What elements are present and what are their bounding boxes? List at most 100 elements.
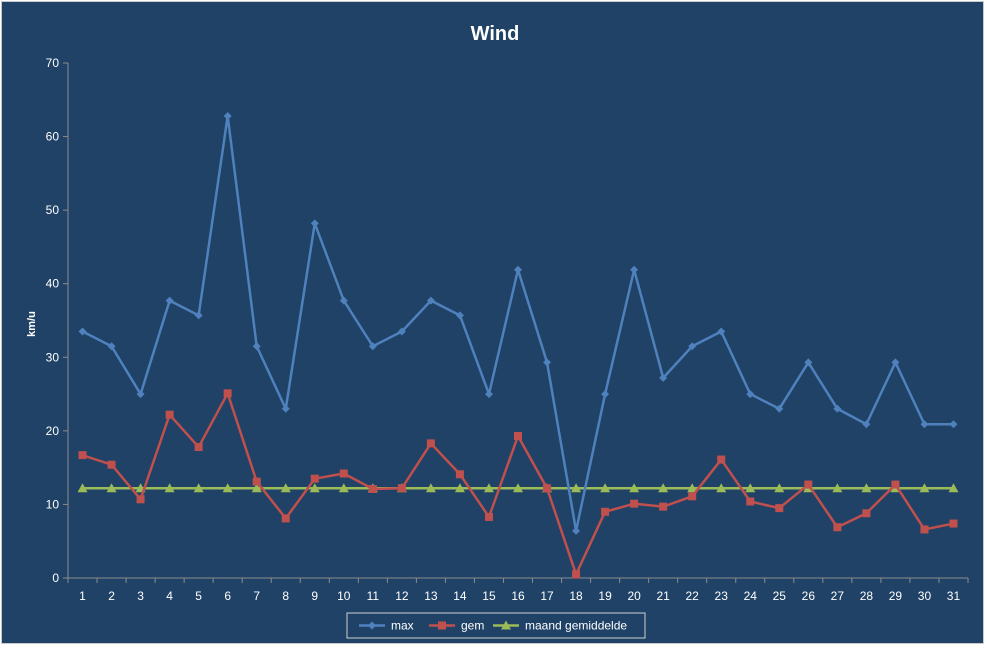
series-layer — [77, 111, 959, 579]
series-max-point — [165, 296, 174, 305]
series-gem-point — [717, 455, 726, 464]
series-max-point — [659, 373, 668, 382]
series-gem-point — [746, 497, 755, 506]
series-maand-gemiddelde-point — [600, 483, 611, 493]
series-gem-point — [543, 484, 552, 493]
series-maand-gemiddelde-point — [629, 483, 640, 493]
series-max-point — [339, 296, 348, 305]
series-maand-gemiddelde-point — [483, 483, 494, 493]
series-max-point — [223, 111, 232, 120]
legend-gem-point — [438, 621, 446, 630]
series-max-point — [194, 311, 203, 320]
x-tick-label: 11 — [367, 589, 380, 603]
x-tick-label: 26 — [802, 589, 816, 603]
series-maand-gemiddelde-point — [861, 483, 872, 493]
series-gem-point — [572, 570, 581, 579]
x-tick-label: 5 — [195, 589, 202, 603]
series-gem-point — [949, 519, 958, 528]
x-tick-label: 1 — [79, 589, 86, 603]
series-maand-gemiddelde-point — [687, 483, 698, 493]
series-maand-gemiddelde-point — [919, 483, 930, 493]
series-maand-gemiddelde-point — [716, 483, 727, 493]
series-gem-point — [891, 480, 900, 489]
series-gem-point — [688, 492, 697, 501]
series-max-point — [630, 265, 639, 274]
y-tick-label: 0 — [52, 571, 59, 585]
y-tick-label: 10 — [46, 497, 60, 511]
series-max-point — [804, 358, 813, 367]
series-maand-gemiddelde-point — [454, 483, 465, 493]
series-gem-point — [136, 495, 145, 504]
series-max-point — [397, 327, 406, 336]
x-tick-label: 23 — [715, 589, 729, 603]
series-max-point — [601, 390, 610, 399]
series-max-point — [252, 342, 261, 351]
series-maand-gemiddelde-point — [425, 483, 436, 493]
y-tick-label: 70 — [46, 56, 60, 70]
x-tick-label: 24 — [744, 589, 758, 603]
y-axis-label: km/u — [26, 311, 38, 337]
series-maand-gemiddelde-point — [77, 483, 88, 493]
series-max-point — [572, 526, 581, 535]
series-max-point — [310, 219, 319, 228]
legend-maand-gemiddelde-label: maand gemiddelde — [525, 619, 627, 633]
series-gem-point — [659, 502, 668, 511]
x-tick-label: 14 — [453, 589, 467, 603]
legend-gem-label: gem — [461, 619, 484, 633]
series-maand-gemiddelde-point — [832, 483, 843, 493]
x-tick-label: 15 — [482, 589, 496, 603]
x-tick-label: 9 — [311, 589, 318, 603]
series-max-point — [514, 265, 522, 274]
series-max-point — [833, 404, 842, 413]
series-gem-point — [426, 439, 435, 448]
series-gem-point — [310, 474, 319, 483]
x-tick-label: 8 — [282, 589, 289, 603]
series-gem-point — [78, 451, 87, 460]
x-tick-label: 12 — [395, 589, 409, 603]
y-tick-label: 50 — [46, 203, 60, 217]
series-gem-point — [252, 477, 261, 486]
y-tick-label: 40 — [46, 277, 60, 291]
x-tick-label: 2 — [108, 589, 115, 603]
series-maand-gemiddelde-point — [251, 483, 262, 493]
series-gem-point — [107, 460, 116, 469]
x-tick-label: 27 — [831, 589, 845, 603]
series-maand-gemiddelde-point — [193, 483, 204, 493]
x-tick-label: 10 — [337, 589, 351, 603]
series-max-point — [281, 404, 290, 413]
series-gem-point — [920, 525, 929, 534]
series-max-point — [862, 420, 871, 429]
series-max-point — [688, 342, 697, 351]
y-tick-label: 20 — [46, 424, 60, 438]
series-maand-gemiddelde-point — [164, 483, 175, 493]
series-max-point — [891, 358, 900, 367]
series-max-point — [543, 358, 552, 367]
series-gem — [78, 389, 958, 579]
series-maand-gemiddelde-point — [571, 483, 582, 493]
x-tick-label: 13 — [424, 589, 438, 603]
series-max-point — [136, 390, 145, 399]
series-max — [78, 111, 958, 535]
series-maand-gemiddelde-point — [106, 483, 117, 493]
series-gem-point — [368, 484, 377, 493]
series-max-point — [107, 342, 116, 351]
series-max-line — [81, 114, 954, 533]
x-tick-label: 31 — [947, 589, 961, 603]
x-tick-label: 4 — [166, 589, 173, 603]
series-maand-gemiddelde-point — [513, 483, 523, 493]
x-tick-label: 6 — [224, 589, 231, 603]
series-max-point — [455, 311, 464, 320]
series-gem-point — [223, 389, 232, 398]
series-maand-gemiddelde-point — [309, 483, 320, 493]
series-max-point — [920, 420, 929, 429]
legend-gem: gem — [429, 619, 484, 633]
series-maand-gemiddelde-point — [774, 483, 785, 493]
series-gem-point — [833, 523, 842, 532]
series-max-point — [368, 342, 377, 351]
series-max-point — [746, 390, 755, 399]
y-tick-label: 60 — [46, 130, 60, 144]
x-tick-label: 28 — [860, 589, 874, 603]
x-tick-label: 30 — [918, 589, 932, 603]
